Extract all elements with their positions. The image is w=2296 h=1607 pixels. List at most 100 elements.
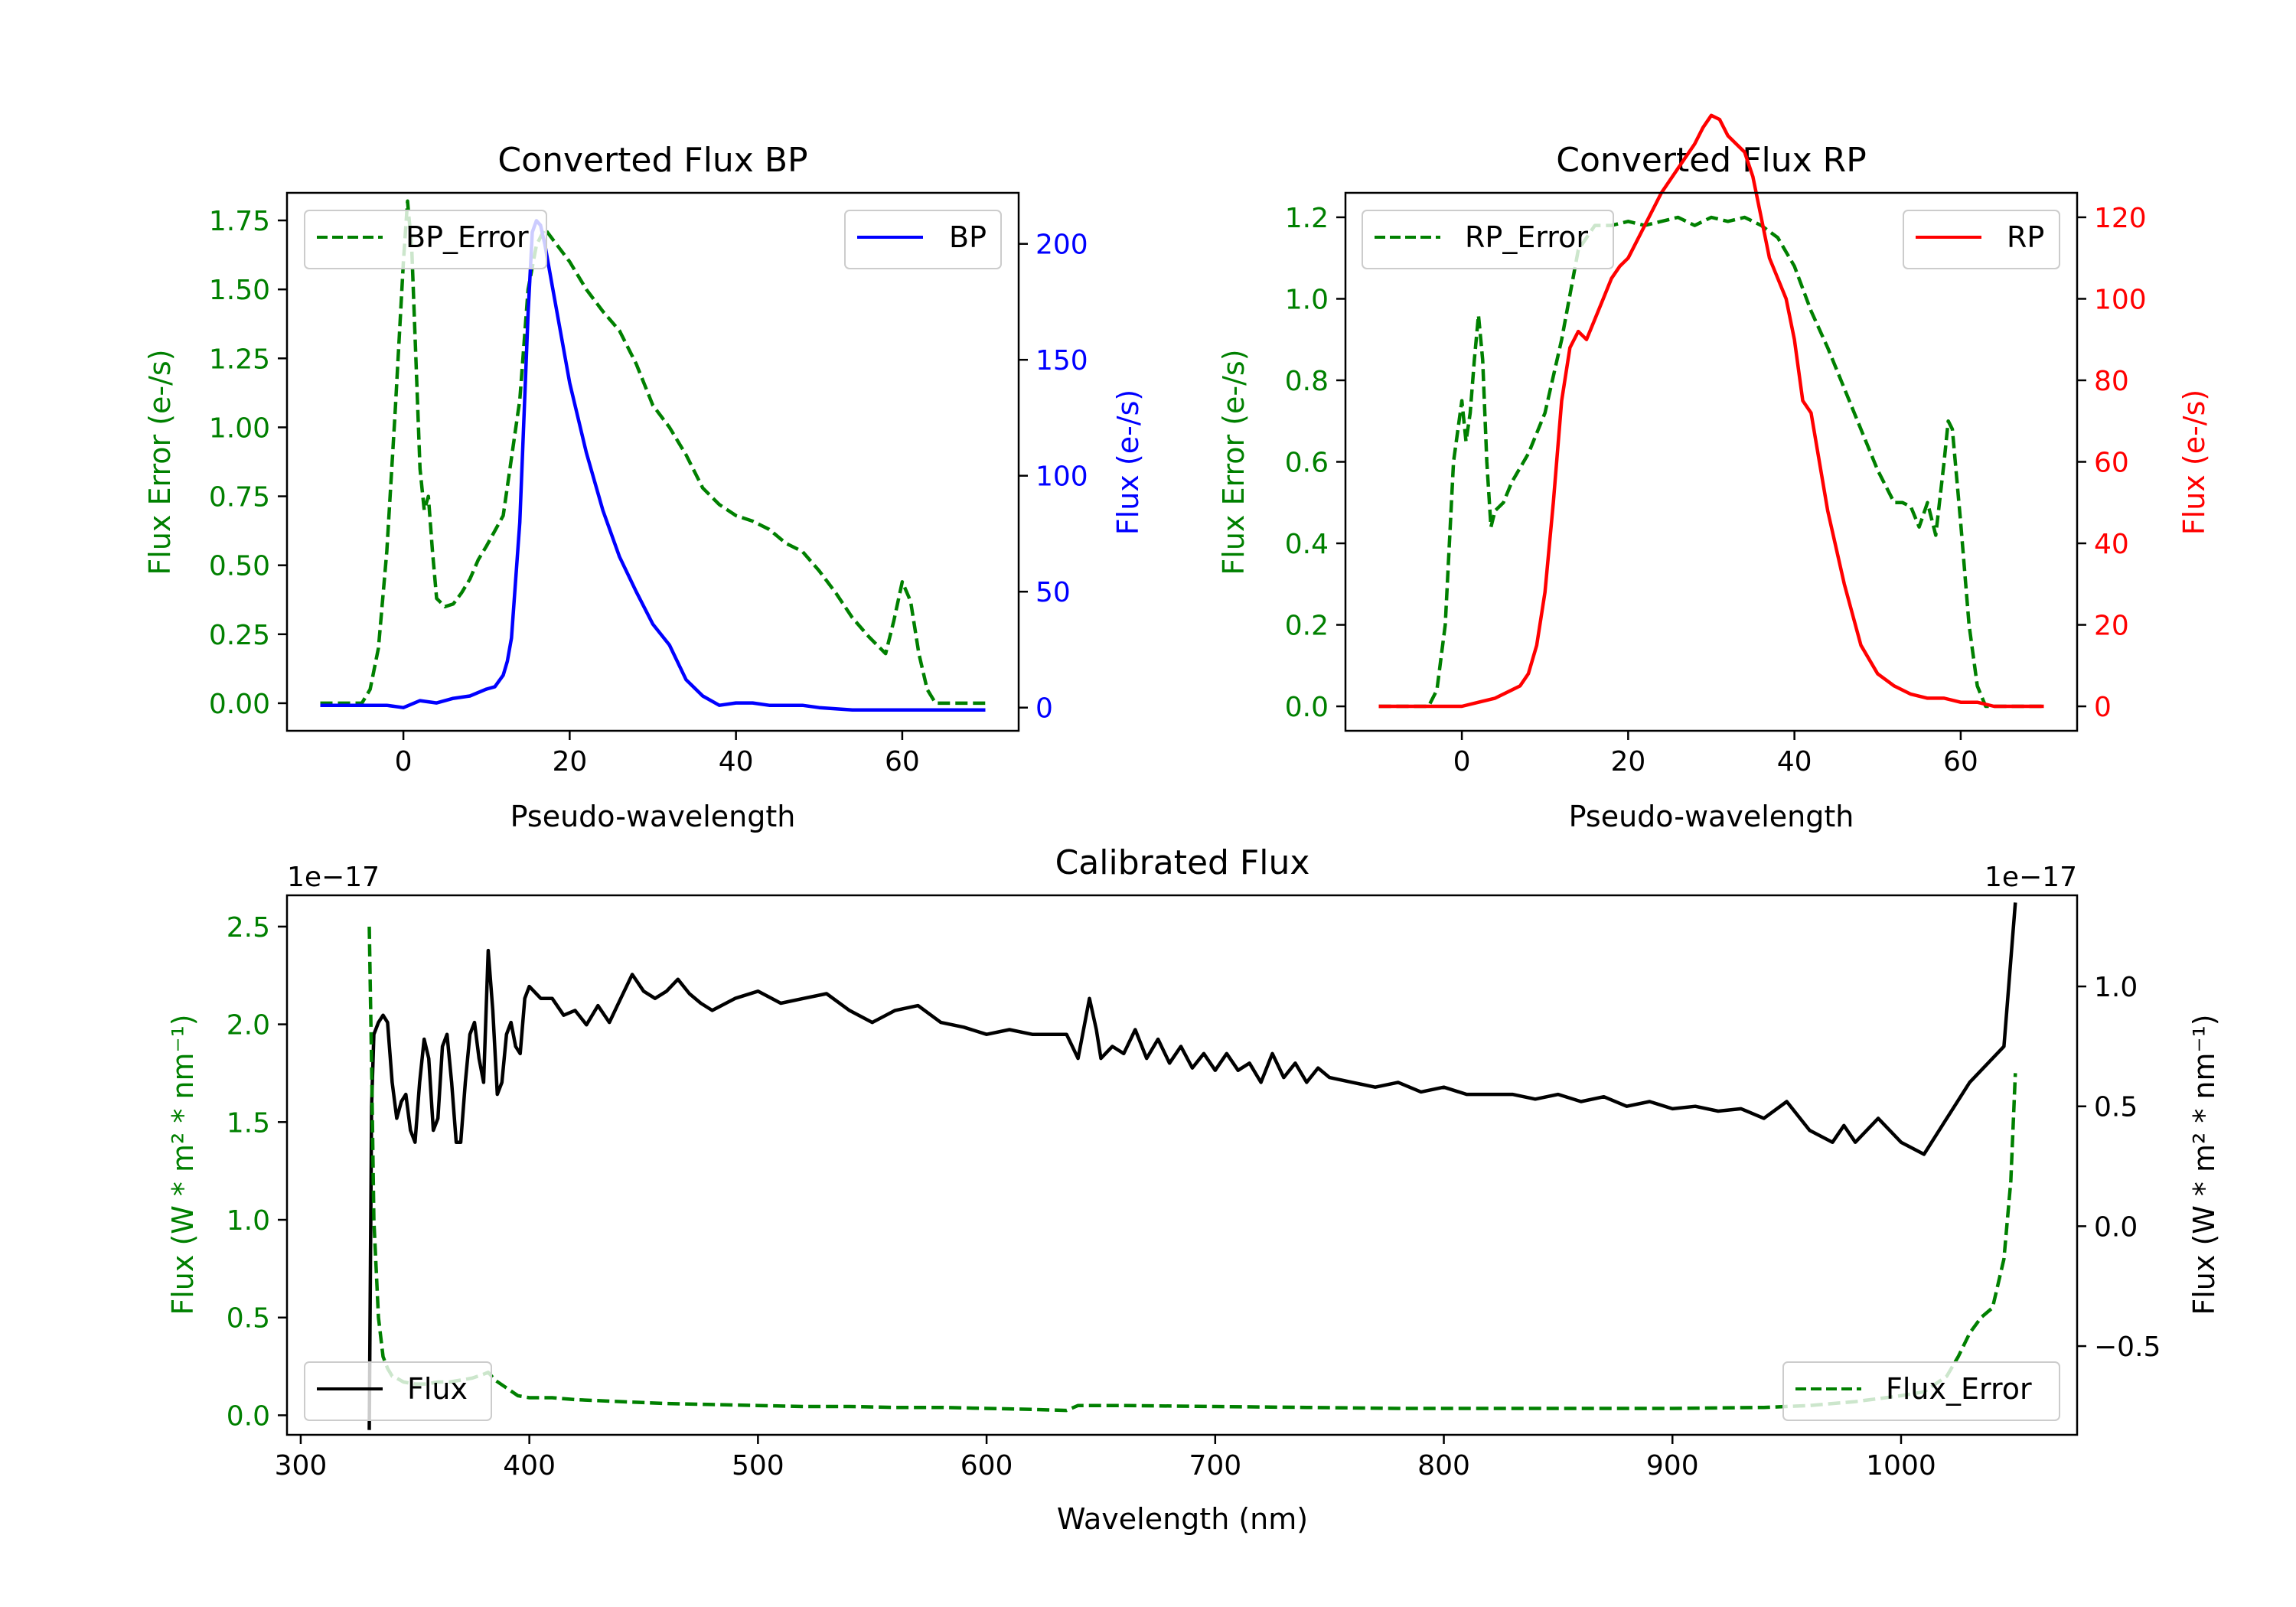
rp-legend-error-box — [1362, 210, 1614, 269]
rp-legend-flux-label: RP — [2007, 220, 2044, 254]
rp-ytick-right-label: 120 — [2094, 203, 2147, 234]
bp-xlabel: Pseudo-wavelength — [510, 800, 796, 833]
bp-ytick-left-label: 1.50 — [209, 275, 270, 306]
calibrated-offset-right: 1e−17 — [1985, 862, 2077, 893]
calibrated-legend-error-label: Flux_Error — [1886, 1372, 2032, 1406]
calibrated-ytick-right-label: 0.0 — [2094, 1211, 2138, 1243]
calibrated-frame — [285, 894, 2079, 1436]
calibrated-xtick-label: 500 — [732, 1450, 784, 1482]
rp-xtick-label: 0 — [1453, 746, 1471, 777]
rp-ytick-left-label: 0.0 — [1285, 692, 1329, 723]
calibrated-ytick-left-label: 2.5 — [227, 912, 270, 944]
calibrated-offset-left: 1e−17 — [287, 862, 380, 893]
bp-ytick-left-label: 0.25 — [209, 620, 270, 651]
bp-xtick-label: 0 — [395, 746, 413, 777]
bp-legend-error: BP_Error — [304, 210, 547, 269]
calibrated-panel: Calibrated Flux 1e−17 1e−17 300 400 500 600… — [166, 843, 2221, 1536]
bp-xtick-label: 60 — [885, 746, 920, 777]
bp-ylabel-left: Flux Error (e-/s) — [143, 349, 177, 575]
bp-series-group — [320, 199, 986, 712]
calibrated-xtick-label: 1000 — [1866, 1450, 1936, 1482]
rp-xtick-label: 20 — [1610, 746, 1645, 777]
rp-ytick-right-label: 100 — [2094, 284, 2147, 315]
rp-panel: Converted Flux RP 0 20 40 60 0.0 0.2 0.4 0.6 0.… — [1217, 113, 2211, 833]
calibrated-ytick-left-label: 1.0 — [227, 1205, 270, 1237]
rp-xlabel: Pseudo-wavelength — [1569, 800, 1854, 833]
calibrated-legend-error-box — [1782, 1361, 2060, 1421]
bp-ytick-left-label: 0.50 — [209, 551, 270, 582]
rp-legend-flux-box — [1903, 210, 2060, 269]
bp-ytick-right-label: 0 — [1035, 693, 1053, 725]
rp-ytick-right-label: 40 — [2094, 529, 2129, 560]
rp-ytick-left-label: 1.0 — [1285, 284, 1329, 315]
calibrated-legend-flux-label: Flux — [407, 1372, 468, 1406]
calibrated-series-group — [367, 902, 2017, 1430]
bp-legend-error-box — [304, 210, 547, 269]
calibrated-xtick-label: 600 — [960, 1450, 1013, 1482]
calibrated-xlabel: Wavelength (nm) — [1057, 1502, 1308, 1536]
rp-ylabel-left: Flux Error (e-/s) — [1217, 349, 1251, 575]
bp-legend-flux-box — [844, 210, 1002, 269]
bp-ytick-left-label: 0.00 — [209, 689, 270, 720]
bp-ytick-left-label: 1.75 — [209, 206, 270, 237]
calibrated-xtick-label: 700 — [1189, 1450, 1241, 1482]
calibrated-series-flux-line — [367, 902, 2017, 1430]
calibrated-ytick-left-label: 1.5 — [227, 1107, 270, 1139]
rp-legend-flux: RP — [1903, 210, 2060, 269]
bp-ytick-left-label: 1.25 — [209, 344, 270, 375]
calibrated-xtick-label: 300 — [275, 1450, 328, 1482]
bp-xtick-label: 40 — [719, 746, 754, 777]
calibrated-series-flux-error-line — [367, 926, 2017, 1413]
rp-ytick-right-label: 60 — [2094, 448, 2129, 479]
bp-xtick-label: 20 — [552, 746, 587, 777]
rp-xtick-label: 60 — [1943, 746, 1978, 777]
calibrated-xtick-label: 900 — [1646, 1450, 1699, 1482]
calibrated-legend-error: Flux_Error — [1782, 1361, 2060, 1421]
rp-title: Converted Flux RP — [1556, 141, 1867, 180]
rp-ytick-right-label: 0 — [2094, 692, 2112, 723]
rp-ytick-right-label: 80 — [2094, 366, 2129, 397]
calibrated-ytick-right-label: −0.5 — [2094, 1332, 2161, 1363]
rp-series-group — [1378, 113, 2044, 709]
calibrated-ytick-left-label: 0.0 — [227, 1400, 270, 1432]
rp-legend-error-label: RP_Error — [1465, 220, 1588, 254]
bp-series-bp-error-line — [320, 199, 986, 706]
calibrated-ylabel-left: Flux (W * m² * nm⁻¹) — [166, 1014, 200, 1315]
rp-ylabel-right: Flux (e-/s) — [2177, 390, 2211, 535]
bp-ytick-right-label: 150 — [1035, 345, 1088, 376]
bp-ytick-right-label: 100 — [1035, 461, 1088, 493]
rp-legend-error: RP_Error — [1362, 210, 1614, 269]
rp-ytick-left-label: 0.6 — [1285, 448, 1329, 479]
rp-frame — [1344, 191, 2079, 732]
bp-panel: Converted Flux BP 0 20 40 60 0.00 0.25 0.50 0.… — [143, 141, 1145, 833]
calibrated-legend-flux-box — [304, 1361, 492, 1421]
rp-ytick-right-label: 20 — [2094, 611, 2129, 642]
calibrated-ytick-left-label: 2.0 — [227, 1010, 270, 1041]
rp-ytick-left-label: 0.8 — [1285, 366, 1329, 397]
calibrated-xtick-label: 400 — [503, 1450, 556, 1482]
bp-ytick-right-label: 50 — [1035, 577, 1071, 608]
rp-ytick-left-label: 0.2 — [1285, 611, 1329, 642]
bp-series-bp-line — [320, 219, 986, 712]
calibrated-xtick-label: 800 — [1417, 1450, 1470, 1482]
rp-xtick-label: 40 — [1777, 746, 1812, 777]
bp-legend-flux-label: BP — [949, 220, 987, 254]
bp-ytick-left-label: 1.00 — [209, 412, 270, 444]
bp-title: Converted Flux BP — [497, 141, 807, 180]
rp-series-rp-line — [1378, 113, 2044, 709]
bp-legend-flux: BP — [844, 210, 1002, 269]
bp-legend-error-label: BP_Error — [406, 220, 529, 254]
rp-ytick-left-label: 1.2 — [1285, 203, 1329, 234]
calibrated-ytick-right-label: 1.0 — [2094, 972, 2138, 1003]
calibrated-ytick-right-label: 0.5 — [2094, 1092, 2138, 1123]
rp-series-rp-error-line — [1378, 215, 2044, 709]
bp-ytick-left-label: 0.75 — [209, 482, 270, 513]
bp-frame — [285, 191, 1020, 732]
calibrated-title: Calibrated Flux — [1055, 843, 1310, 882]
calibrated-legend-flux: Flux — [304, 1361, 492, 1421]
bp-ytick-right-label: 200 — [1035, 230, 1088, 261]
calibrated-ytick-left-label: 0.5 — [227, 1303, 270, 1335]
bp-ylabel-right: Flux (e-/s) — [1111, 390, 1145, 535]
rp-ytick-left-label: 0.4 — [1285, 529, 1329, 560]
